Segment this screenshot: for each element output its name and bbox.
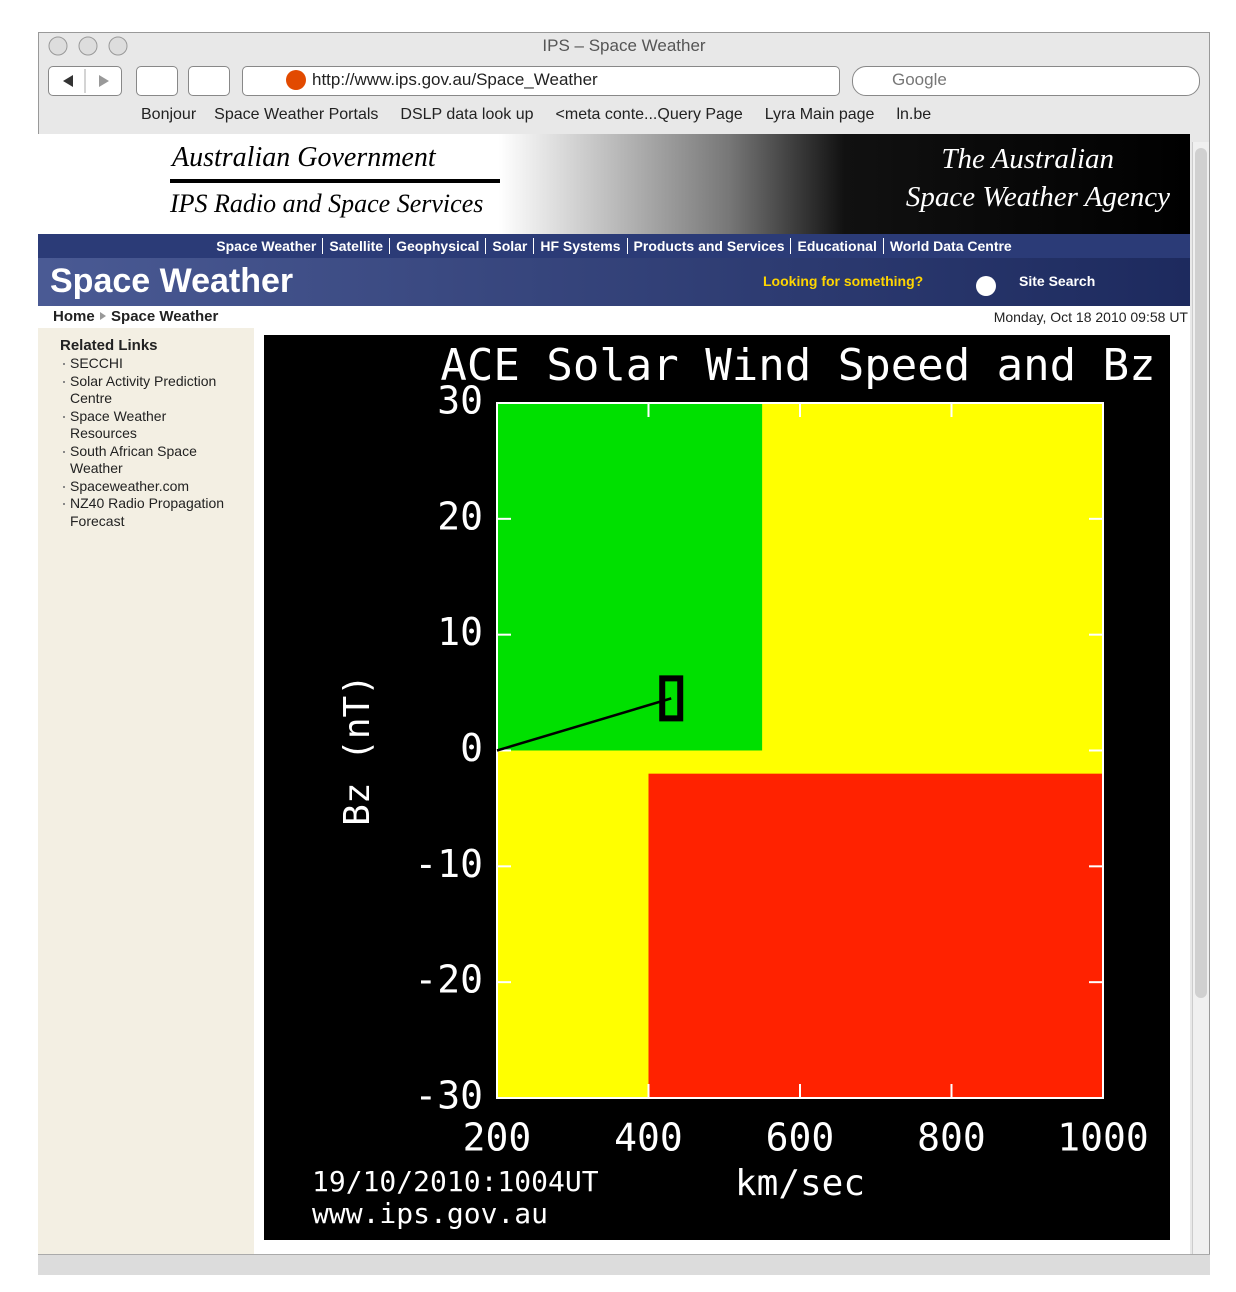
link[interactable]: South African Space Weather — [63, 443, 230, 478]
bookmark[interactable]: ln.be — [896, 106, 932, 123]
chart: ACE Solar Wind Speed and Bz Bz (nT) km/s… — [264, 335, 1170, 1240]
link[interactable]: SECCHI — [63, 355, 230, 373]
link[interactable]: Spaceweather.com — [63, 478, 230, 496]
line — [496, 697, 672, 752]
region — [648, 773, 1103, 1098]
banner-title: Space Weather — [50, 262, 294, 300]
search-prompt: Looking for something? — [763, 273, 924, 289]
bookmark[interactable]: <meta conte...Query Page — [555, 106, 743, 123]
marker — [659, 675, 684, 722]
link[interactable]: NZ40 Radio Propagation Forecast — [63, 495, 230, 530]
link[interactable]: Solar Activity Prediction Centre — [63, 373, 230, 408]
url[interactable]: http://www.ips.gov.au/Space_Weather — [312, 70, 598, 89]
home-button[interactable] — [188, 66, 230, 96]
x-axis-label: km/sec — [735, 1163, 865, 1204]
nav-item[interactable]: HF Systems — [533, 238, 627, 254]
org-name: IPS Radio and Space Services — [170, 189, 484, 218]
y-tick-label: 30 — [437, 379, 483, 423]
nav-item[interactable]: Solar — [485, 238, 534, 254]
crumb: Space Weather — [111, 308, 219, 325]
annotation: www.ips.gov.au — [312, 1197, 548, 1230]
nav-item[interactable]: Products and Services — [626, 238, 791, 254]
site-icon — [286, 70, 306, 90]
x-tick-label: 1000 — [1057, 1116, 1149, 1160]
address-bar[interactable] — [242, 66, 840, 96]
window-title: IPS – Space Weather — [542, 36, 706, 55]
y-tick-label: 10 — [437, 610, 483, 654]
banner — [38, 258, 1190, 306]
crumb[interactable]: Home — [53, 308, 95, 325]
agency-line: Space Weather Agency — [905, 181, 1170, 213]
agency-line: The Australian — [941, 143, 1114, 175]
search-placeholder: Google — [892, 70, 947, 89]
annotation: 19/10/2010:1004UT — [312, 1165, 599, 1198]
x-tick-label: 200 — [463, 1116, 532, 1160]
search-box[interactable] — [852, 66, 1200, 96]
bookmarks-bar: Bonjour Space Weather Portals DSLP data lo… — [141, 106, 931, 124]
scrollbar[interactable] — [1192, 142, 1209, 1254]
nav-item[interactable]: Educational — [790, 238, 883, 254]
grid-button[interactable] — [136, 66, 178, 96]
chart-title: ACE Solar Wind Speed and Bz — [440, 340, 1155, 391]
y-tick-label: -30 — [414, 1074, 483, 1118]
x-tick-label: 600 — [766, 1116, 835, 1160]
bookmark[interactable]: Space Weather Portals — [214, 106, 379, 123]
bookmark[interactable]: DSLP data look up — [400, 106, 534, 123]
link-list: SECCHI Solar Activity Prediction Centre Sp… — [54, 355, 230, 530]
back-forward[interactable] — [48, 66, 122, 96]
nav-item[interactable]: World Data Centre — [882, 238, 1018, 254]
y-axis-label: Bz (nT) — [337, 674, 378, 826]
link[interactable]: Space Weather Resources — [63, 408, 230, 443]
y-tick-label: 0 — [460, 726, 483, 770]
sidebar-heading: Related Links — [60, 337, 158, 354]
search-icon[interactable] — [976, 276, 996, 296]
date: Monday, Oct 18 2010 09:58 UT — [993, 309, 1188, 325]
gov-name: Australian Government — [172, 142, 436, 173]
y-tick-label: 20 — [437, 494, 483, 538]
y-tick-label: -20 — [414, 958, 483, 1002]
site-search[interactable]: Site Search — [1019, 273, 1096, 289]
nav-item[interactable]: Space Weather — [216, 238, 317, 254]
breadcrumb-bar — [38, 306, 1190, 328]
nav-item[interactable]: Satellite — [322, 238, 390, 254]
y-tick-label: -10 — [414, 842, 483, 886]
site-header — [38, 134, 1190, 234]
region — [497, 403, 763, 751]
rule — [170, 179, 500, 183]
status-bar — [38, 1254, 1210, 1275]
sidebar — [38, 328, 256, 1254]
breadcrumb: Home Space Weather — [53, 308, 218, 325]
nav-item[interactable]: Geophysical — [389, 238, 486, 254]
x-tick-label: 800 — [917, 1116, 986, 1160]
traffic-lights — [48, 36, 132, 61]
x-tick-label: 400 — [614, 1116, 683, 1160]
bookmark[interactable]: Lyra Main page — [764, 106, 875, 123]
nav-bar: Space Weather Satellite Geophysical Solar HF… — [38, 234, 1190, 258]
bookmark[interactable]: Bonjour — [141, 106, 197, 123]
